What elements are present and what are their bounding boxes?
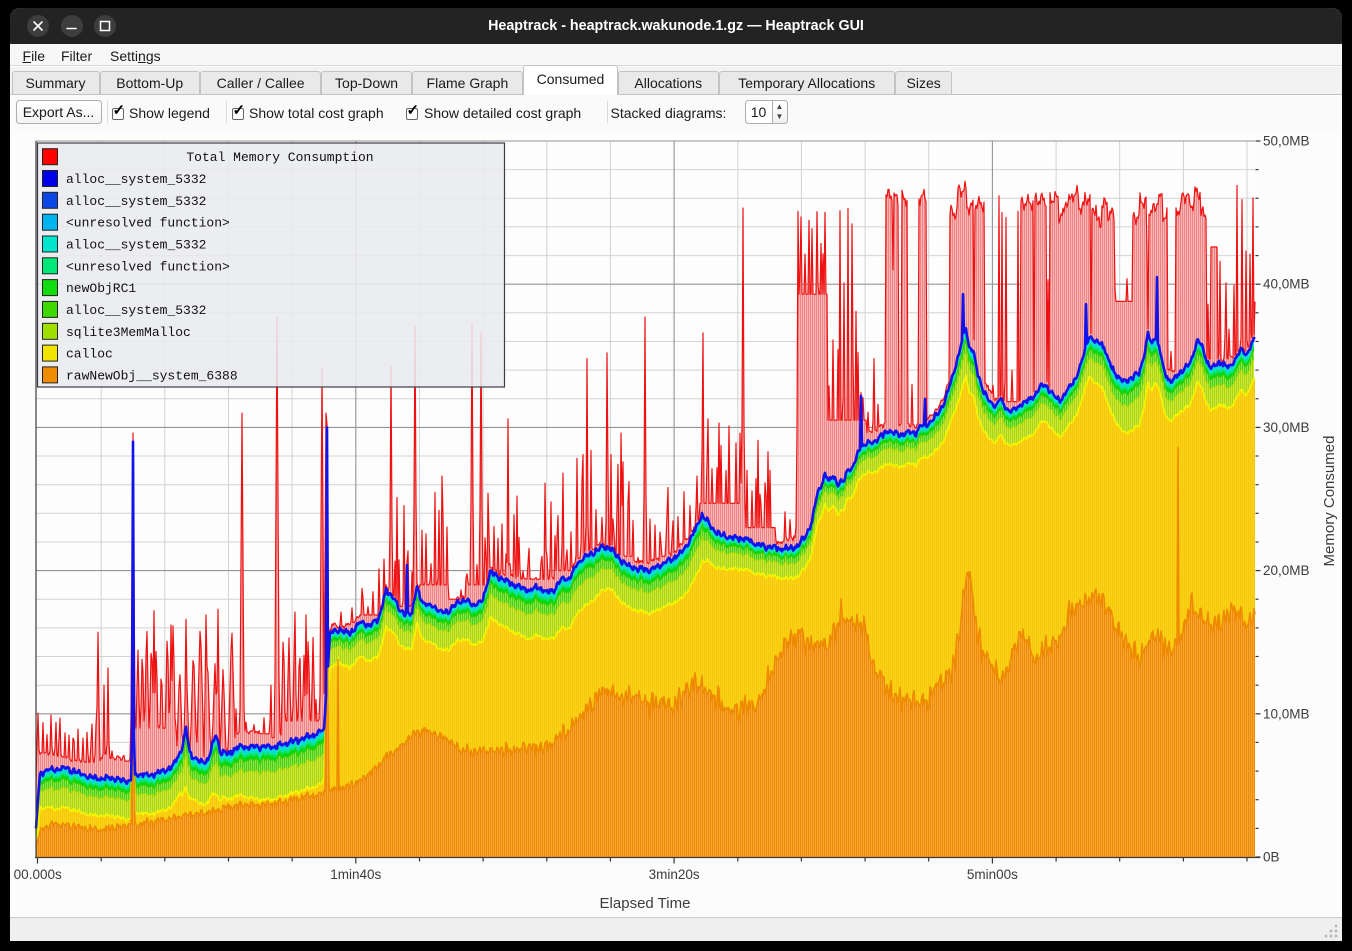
svg-text:newObjRC1: newObjRC1 <box>66 281 136 296</box>
svg-text:alloc__system_5332: alloc__system_5332 <box>66 238 206 253</box>
svg-text:alloc__system_5332: alloc__system_5332 <box>66 172 206 187</box>
svg-text:<unresolved function>: <unresolved function> <box>66 259 230 274</box>
svg-text:alloc__system_5332: alloc__system_5332 <box>66 303 206 318</box>
svg-text:<unresolved function>: <unresolved function> <box>66 216 230 231</box>
svg-text:40,0MB: 40,0MB <box>1263 277 1310 292</box>
svg-text:30,0MB: 30,0MB <box>1263 420 1310 435</box>
svg-text:alloc__system_5332: alloc__system_5332 <box>66 194 206 209</box>
svg-text:00.000s: 00.000s <box>14 867 62 882</box>
svg-text:sqlite3MemMalloc: sqlite3MemMalloc <box>66 325 191 340</box>
svg-text:20,0MB: 20,0MB <box>1263 563 1310 578</box>
svg-text:5min00s: 5min00s <box>967 867 1018 882</box>
svg-text:Elapsed Time: Elapsed Time <box>600 895 691 912</box>
svg-text:calloc: calloc <box>66 347 113 362</box>
svg-text:3min20s: 3min20s <box>649 867 700 882</box>
svg-text:10,0MB: 10,0MB <box>1263 706 1310 721</box>
svg-text:0B: 0B <box>1263 850 1280 865</box>
svg-text:1min40s: 1min40s <box>330 867 381 882</box>
svg-text:Total Memory Consumption: Total Memory Consumption <box>186 150 373 165</box>
svg-text:Memory Consumed: Memory Consumed <box>1321 436 1338 567</box>
svg-text:rawNewObj__system_6388: rawNewObj__system_6388 <box>66 368 238 383</box>
svg-text:50,0MB: 50,0MB <box>1263 134 1310 149</box>
